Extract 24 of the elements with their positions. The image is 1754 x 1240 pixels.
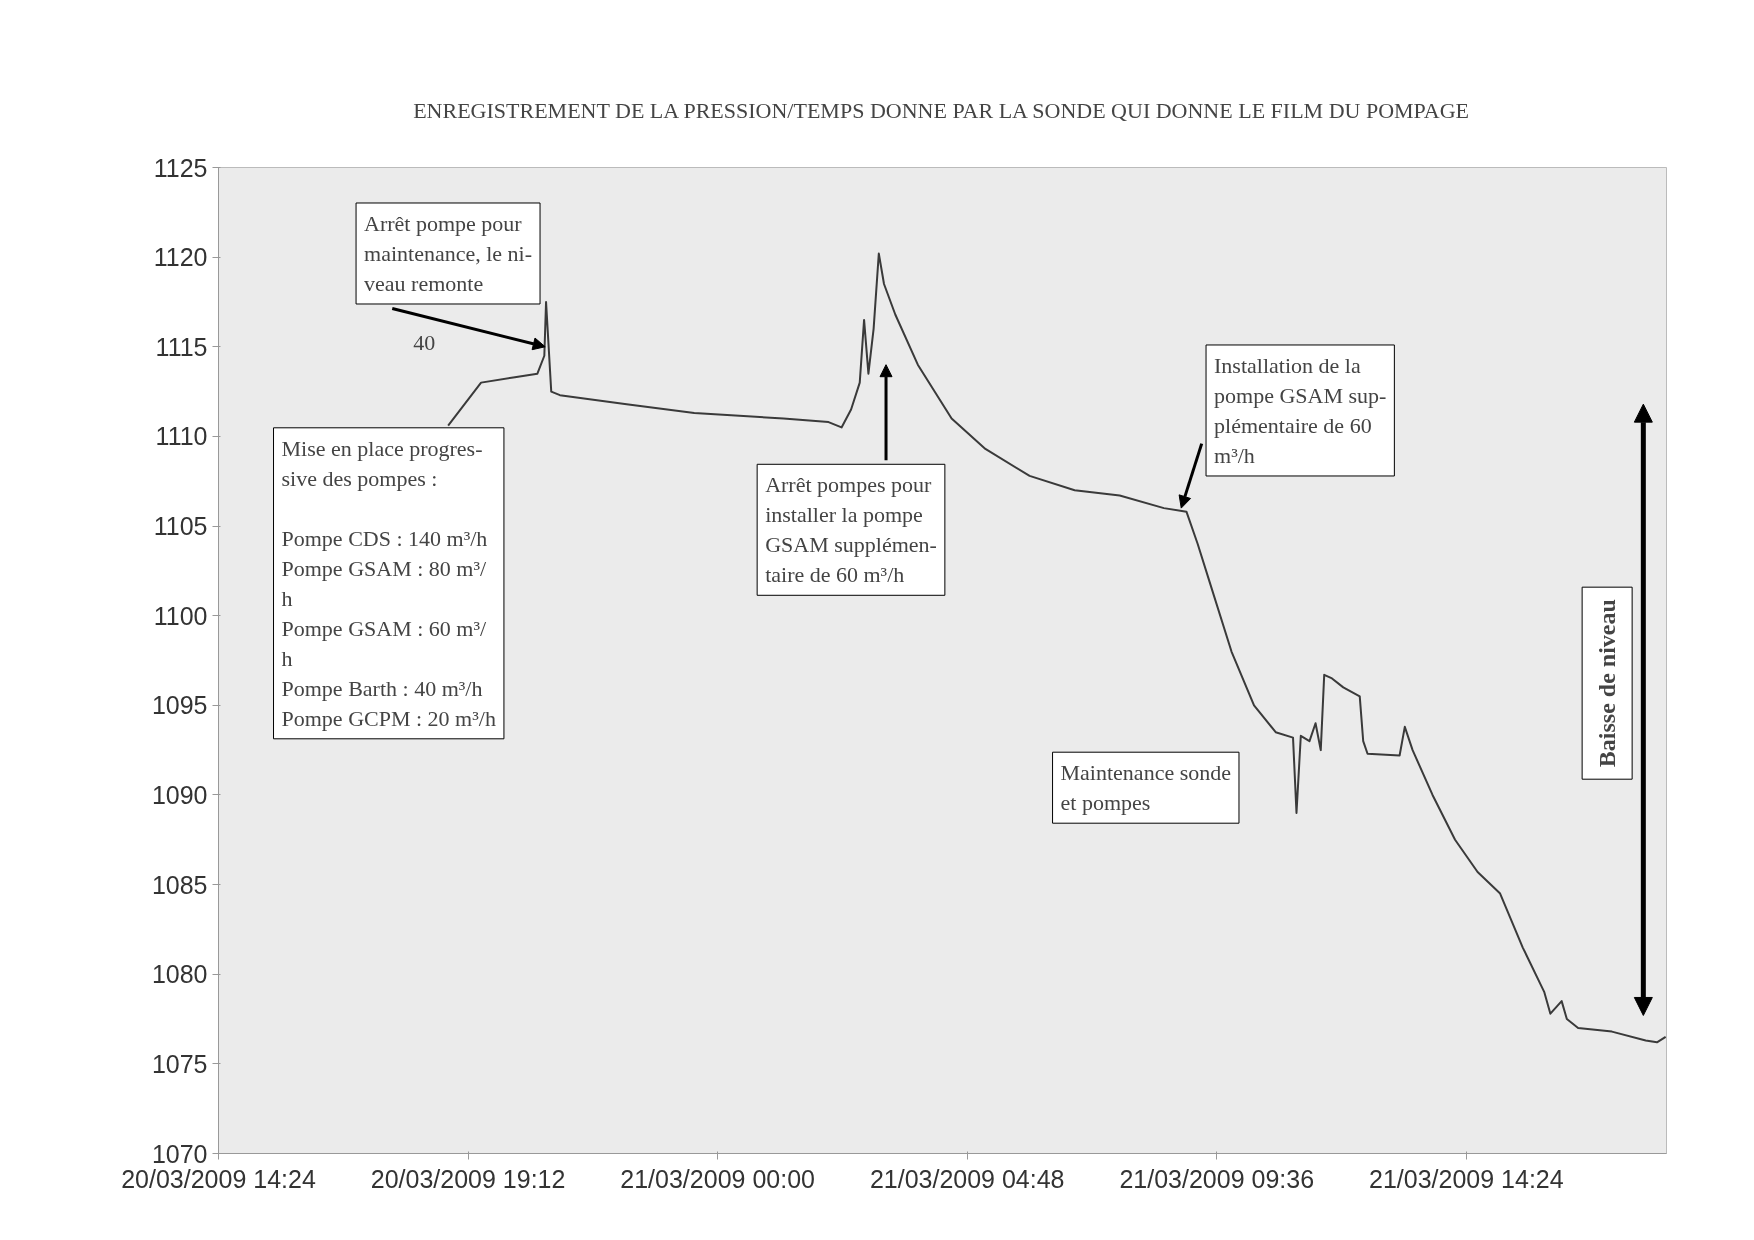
- annotation: Arrêt pompe pour maintenance, le ni- veau remonte: [364, 211, 533, 296]
- x-tick-label: 21/03/2009 04:48: [869, 1164, 1065, 1193]
- x-tick-label: 21/03/2009 00:00: [620, 1164, 815, 1193]
- y-tick-label: 1085: [151, 870, 208, 899]
- y-tick-label: 1110: [155, 422, 208, 451]
- y-tick-label: 1115: [155, 332, 208, 361]
- y-tick-label: 1080: [151, 960, 208, 989]
- x-tick-label: 21/03/2009 14:24: [1369, 1164, 1564, 1193]
- y-tick-label: 1105: [153, 512, 208, 541]
- x-tick-label: 20/03/2009 19:12: [370, 1164, 566, 1193]
- y-tick-label: 1120: [153, 243, 208, 272]
- annotation: Maintenance sonde et pompes: [1060, 760, 1231, 816]
- annotation: Baisse de niveau: [1594, 599, 1621, 768]
- y-tick-label: 1095: [151, 691, 208, 720]
- annotation: Installation de la pompe GSAM sup- plémentaire de 60 m³/h: [1214, 352, 1387, 468]
- x-tick-label: 21/03/2009 09:36: [1119, 1164, 1315, 1193]
- y-tick-label: 1090: [151, 780, 208, 809]
- y-tick-label: 1100: [153, 601, 208, 630]
- annotation: 40: [413, 330, 436, 356]
- y-tick-label: 1125: [153, 153, 208, 182]
- y-tick-label: 1075: [151, 1049, 208, 1078]
- annotation: Arrêt pompes pour installer la pompe GSAM supplémen- taire de 60 m³/h: [765, 472, 937, 588]
- text: Mise en place progres- sive des pompes : Pompe CDS : 140 m³/h Pompe GSAM : 80 m³/ h Pompe GSAM : 60 m³/ h Pompe Barth : 40 m³/h Pompe GCPM : 20 m³/h: [281, 435, 496, 731]
- chart-title: ENREGISTREMENT DE LA PRESSION/TEMPS DONNE PAR LA SONDE QUI DONNE LE FILM DU POMPAGE: [413, 97, 1470, 123]
